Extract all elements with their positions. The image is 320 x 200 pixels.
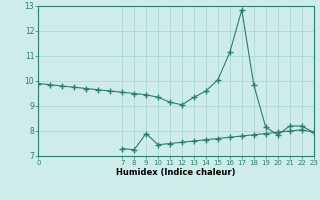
X-axis label: Humidex (Indice chaleur): Humidex (Indice chaleur) xyxy=(116,168,236,177)
